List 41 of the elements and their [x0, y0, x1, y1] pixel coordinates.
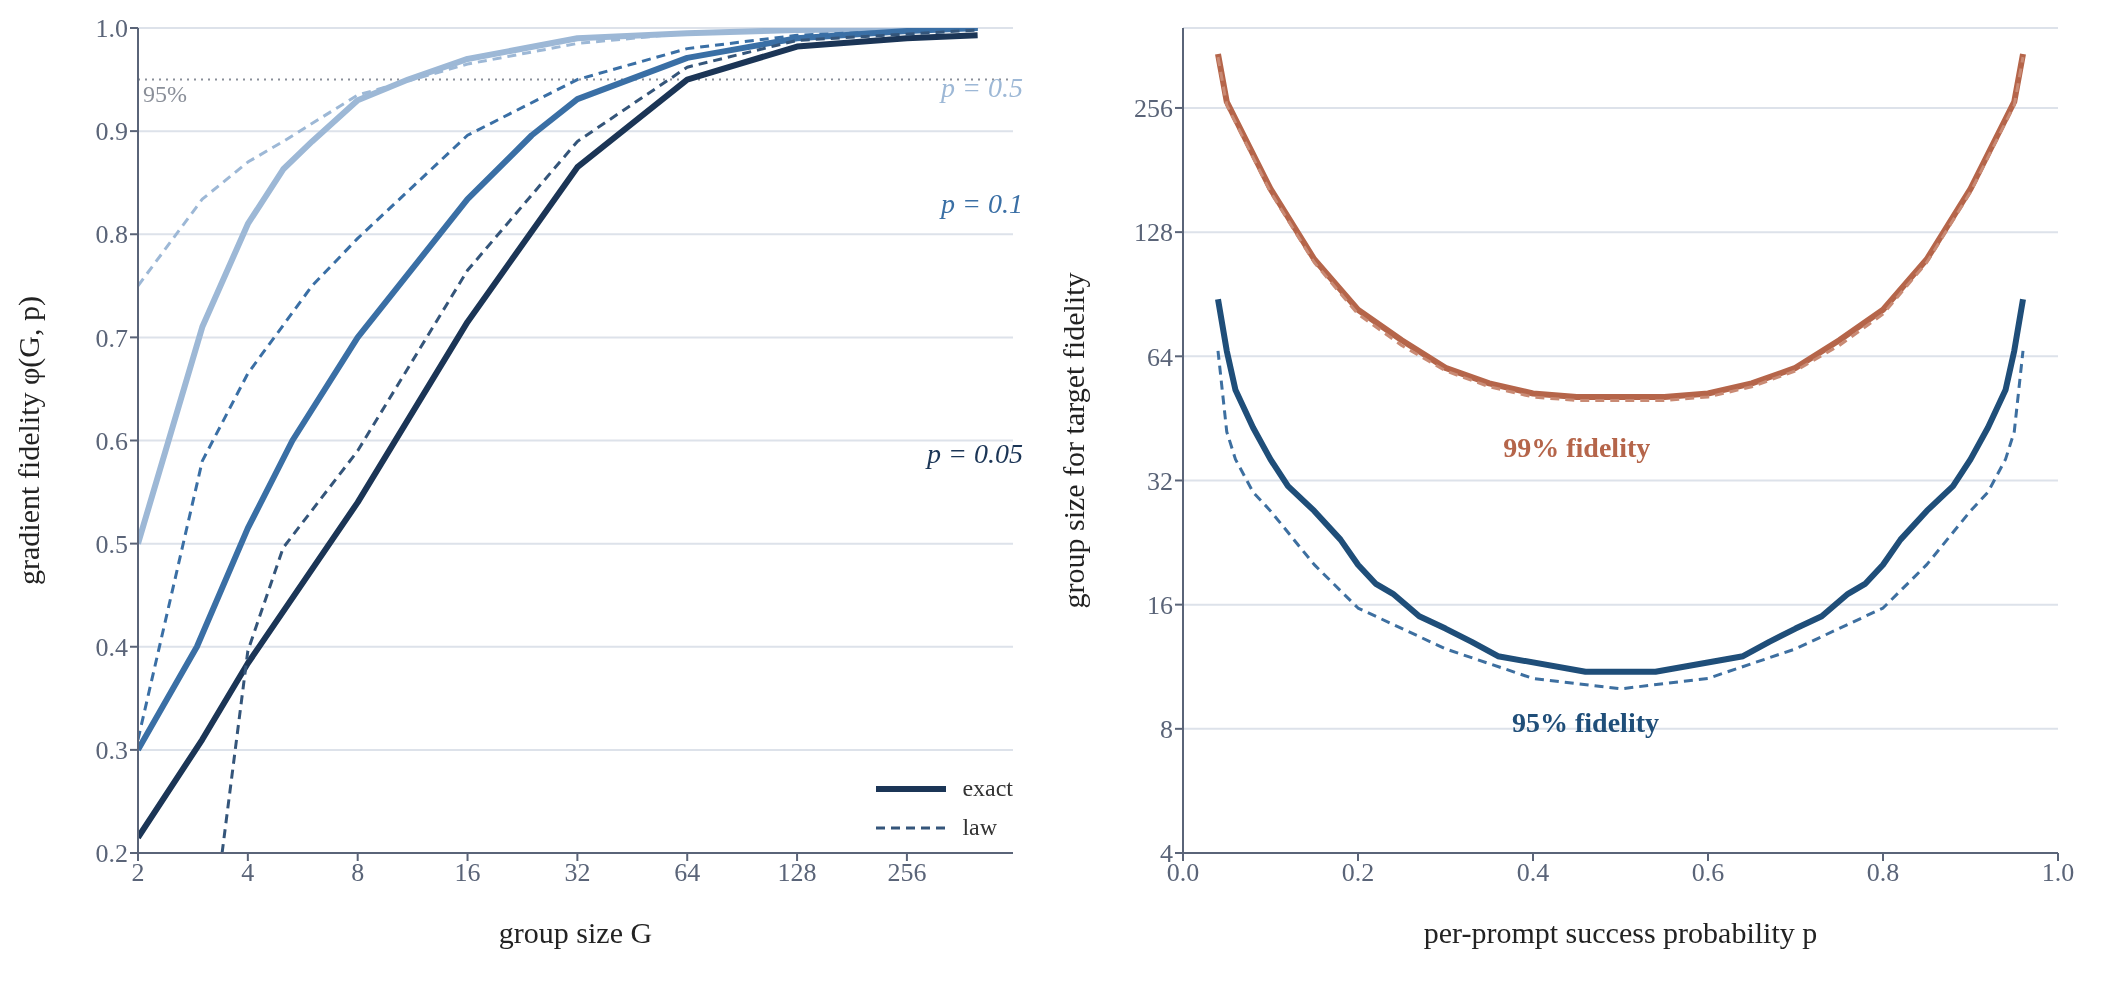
- y-axis-title: gradient fidelity φ(G, p): [11, 296, 46, 585]
- y-tick-label: 128: [1134, 218, 1173, 248]
- x-tick-label: 4: [241, 858, 255, 888]
- y-tick-label: 16: [1147, 590, 1173, 620]
- x-tick-label: 16: [454, 858, 481, 888]
- annotation: p = 0.1: [941, 188, 1023, 220]
- y-tick-label: 0.6: [95, 426, 128, 456]
- annotation: p = 0.05: [927, 438, 1023, 470]
- series-label: 99% fidelity: [1503, 431, 1651, 463]
- x-tick-label: 0.8: [1866, 858, 1900, 888]
- line-series: [1216, 349, 2025, 691]
- x-tick-label: 0.4: [1516, 858, 1550, 888]
- y-tick-label: 0.4: [95, 632, 128, 662]
- x-tick-label: 32: [564, 858, 591, 888]
- x-axis-title: per-prompt success probability p: [1423, 916, 1818, 949]
- x-tick-label: 8: [351, 858, 365, 888]
- x-tick-label: 128: [777, 858, 817, 888]
- x-tick-label: 1.0: [2041, 858, 2075, 888]
- y-tick-label: 32: [1147, 466, 1173, 496]
- x-tick-label: 256: [887, 858, 927, 888]
- legend-label: exact: [962, 775, 1013, 802]
- y-tick-label: 0.3: [95, 736, 128, 766]
- x-tick-label: 0.6: [1691, 858, 1725, 888]
- y-tick-label: 0.2: [95, 839, 128, 869]
- ref-line-label: 95%: [143, 80, 187, 107]
- x-tick-label: 64: [674, 858, 701, 888]
- series-label: 95% fidelity: [1512, 706, 1659, 738]
- y-tick-label: 0.8: [95, 220, 128, 250]
- y-tick-label: 8: [1160, 715, 1173, 745]
- x-tick-label: 2: [131, 858, 145, 888]
- x-axis-title: group size G: [498, 916, 653, 949]
- y-tick-label: 0.9: [95, 117, 128, 147]
- x-tick-label: 0.2: [1341, 858, 1375, 888]
- y-axis-title: group size for target fidelity: [1056, 272, 1090, 609]
- y-tick-label: 256: [1134, 94, 1173, 124]
- y-tick-label: 64: [1147, 342, 1173, 372]
- legend-label: law: [962, 814, 998, 841]
- y-tick-label: 0.7: [95, 323, 128, 353]
- annotation: p = 0.5: [941, 72, 1023, 104]
- y-tick-label: 1.0: [95, 14, 128, 44]
- y-tick-label: 0.5: [95, 529, 128, 559]
